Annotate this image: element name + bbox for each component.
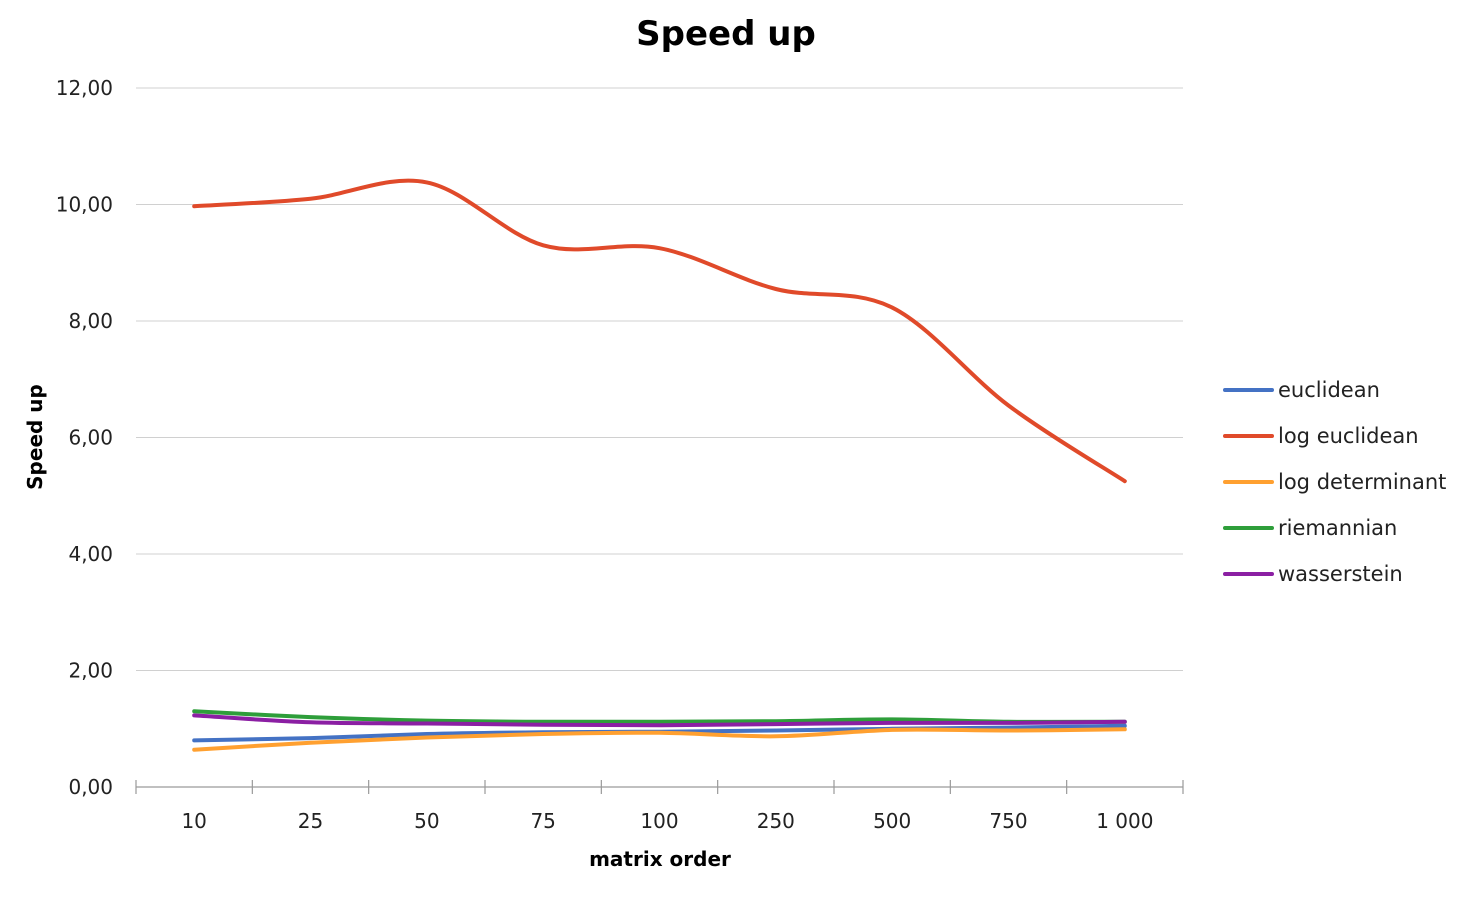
legend-label-riemannian: riemannian [1278, 516, 1397, 540]
gridlines [136, 87, 1183, 671]
x-tick-label: 500 [873, 809, 911, 833]
chart-title: Speed up [636, 14, 816, 54]
y-tick-label: 0,00 [68, 775, 113, 799]
series-line-log-euclidean [192, 178, 1127, 484]
legend-label-wasserstein: wasserstein [1278, 562, 1403, 586]
y-tick-label: 8,00 [68, 309, 113, 333]
y-axis-title: Speed up [23, 384, 47, 490]
x-tick-label: 750 [989, 809, 1027, 833]
y-tick-label: 6,00 [68, 426, 113, 450]
series-line-log-determinant [192, 727, 1127, 752]
x-axis: 10 25 50 75 100 250 500 750 1 000 [135, 780, 1184, 833]
y-axis-ticks: 0,00 2,00 4,00 6,00 8,00 10,00 12,00 [56, 76, 113, 799]
x-tick-label: 100 [640, 809, 678, 833]
legend: euclidean log euclidean log determinant rie… [1223, 378, 1446, 586]
legend-label-euclidean: euclidean [1278, 378, 1380, 402]
x-tick-label: 75 [530, 809, 555, 833]
series-line-riemannian [192, 709, 1127, 724]
y-tick-label: 10,00 [56, 193, 113, 217]
x-tick-label: 50 [414, 809, 439, 833]
x-tick-label: 250 [757, 809, 795, 833]
x-tick-label: 10 [181, 809, 206, 833]
series-line-wasserstein [192, 713, 1127, 728]
legend-label-log-euclidean: log euclidean [1278, 424, 1419, 448]
series-lines [192, 178, 1127, 752]
x-axis-title: matrix order [589, 847, 731, 871]
y-tick-label: 2,00 [68, 659, 113, 683]
legend-label-log-determinant: log determinant [1278, 470, 1446, 494]
x-tick-label: 25 [298, 809, 323, 833]
y-tick-label: 12,00 [56, 76, 113, 100]
y-tick-label: 4,00 [68, 542, 113, 566]
x-tick-label: 1 000 [1096, 809, 1153, 833]
